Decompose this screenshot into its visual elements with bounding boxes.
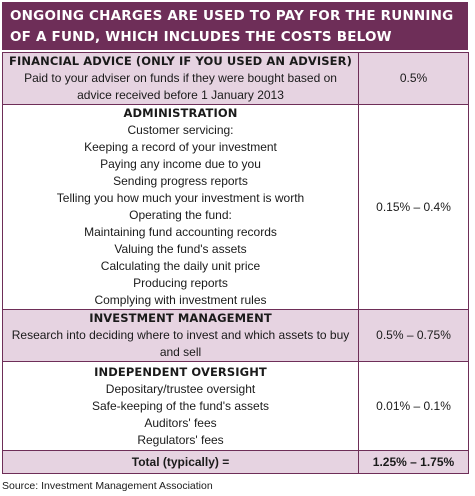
list-item: Valuing the fund's assets	[114, 242, 247, 256]
list-item: Regulators' fees	[137, 432, 224, 447]
row-rate: 0.5% – 0.75%	[358, 309, 469, 362]
financial-advice-cell: FINANCIAL ADVICE (ONLY IF YOU USED AN AD…	[2, 52, 359, 105]
list-item: Telling you how much your investment is …	[56, 191, 305, 205]
list-item: Auditors' fees	[144, 415, 217, 430]
total-rate: 1.25% – 1.75%	[358, 450, 469, 474]
source-note: Source: Investment Management Associatio…	[2, 480, 213, 492]
list-item: Calculating the daily unit price	[100, 259, 261, 273]
list-item: Paying any income due to you	[100, 157, 261, 171]
table-row: ADMINISTRATION Customer servicing: Keepi…	[2, 104, 469, 310]
row-description: Paid to your adviser on funds if they we…	[24, 71, 337, 102]
row-title: INDEPENDENT OVERSIGHT	[94, 364, 267, 379]
list-item: Operating the fund:	[129, 208, 232, 222]
list-item: Complying with investment rules	[94, 293, 267, 307]
table-row: INVESTMENT MANAGEMENT Research into deci…	[2, 309, 469, 362]
header-line-1: ONGOING CHARGES ARE USED TO PAY FOR THE …	[10, 8, 454, 24]
total-label: Total (typically) =	[2, 450, 359, 474]
charges-table: FINANCIAL ADVICE (ONLY IF YOU USED AN AD…	[2, 52, 469, 474]
list-item: Safe-keeping of the fund's assets	[91, 398, 270, 413]
list-item: Keeping a record of your investment	[84, 140, 277, 154]
list-item: Producing reports	[133, 276, 228, 290]
row-description: Research into deciding where to invest a…	[11, 328, 350, 359]
table-header: ONGOING CHARGES ARE USED TO PAY FOR THE …	[2, 2, 468, 50]
list-item: Customer servicing:	[127, 123, 234, 137]
independent-oversight-cell: INDEPENDENT OVERSIGHT Depositary/trustee…	[2, 361, 359, 451]
administration-cell: ADMINISTRATION Customer servicing: Keepi…	[2, 104, 359, 310]
table-row: INDEPENDENT OVERSIGHT Depositary/trustee…	[2, 361, 469, 451]
list-item: Depositary/trustee oversight	[105, 381, 256, 396]
header-line-2: OF A FUND, WHICH INCLUDES THE COSTS BELO…	[10, 29, 392, 45]
investment-management-cell: INVESTMENT MANAGEMENT Research into deci…	[2, 309, 359, 362]
table-row: FINANCIAL ADVICE (ONLY IF YOU USED AN AD…	[2, 52, 469, 105]
row-rate: 0.15% – 0.4%	[358, 104, 469, 310]
total-row: Total (typically) = 1.25% – 1.75%	[2, 450, 469, 474]
row-rate: 0.01% – 0.1%	[358, 361, 469, 451]
row-title: INVESTMENT MANAGEMENT	[89, 311, 272, 325]
row-title: ADMINISTRATION	[123, 106, 238, 120]
row-rate: 0.5%	[358, 52, 469, 105]
list-item: Sending progress reports	[113, 174, 248, 188]
row-title: FINANCIAL ADVICE (ONLY IF YOU USED AN AD…	[9, 54, 352, 68]
list-item: Maintaining fund accounting records	[84, 225, 277, 239]
